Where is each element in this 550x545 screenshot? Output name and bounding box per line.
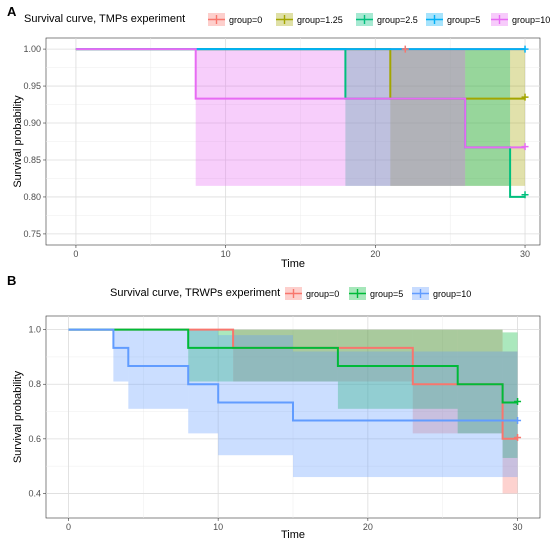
legend-key [349, 287, 366, 300]
panel-a-chart: Survival curve, TMPs experiment group=0 gr… [12, 13, 550, 270]
legend-label: group=5 [370, 289, 403, 299]
legend-key [285, 287, 302, 300]
censor-mark [521, 93, 529, 101]
legend-label: group=0 [306, 289, 339, 299]
legend-title: Survival curve, TRWPs experiment [110, 287, 280, 299]
y-tick-label: 0.85 [23, 155, 41, 165]
x-axis-title: Time [281, 529, 305, 541]
censor-mark [521, 191, 529, 199]
confidence-band [113, 329, 129, 382]
x-tick-label: 10 [221, 249, 231, 259]
confidence-band [233, 329, 293, 382]
confidence-band [457, 329, 503, 434]
y-tick-label: 0.90 [23, 118, 41, 128]
confidence-band [188, 329, 234, 382]
panel-a-letter: A [7, 4, 17, 19]
legend-key [276, 13, 293, 26]
censor-mark [514, 397, 522, 405]
confidence-band [390, 49, 526, 186]
confidence-band [293, 329, 338, 382]
censor-mark [521, 45, 529, 53]
confidence-band [502, 332, 518, 458]
y-tick-label: 0.6 [28, 434, 41, 444]
y-tick-label: 0.95 [23, 81, 41, 91]
legend-label: group=1.25 [297, 15, 343, 25]
legend-label: group=10 [512, 15, 550, 25]
censor-mark [514, 417, 522, 425]
confidence-band [293, 351, 518, 478]
y-tick-label: 0.80 [23, 192, 41, 202]
panel-b-letter: B [7, 273, 16, 288]
legend-title: Survival curve, TMPs experiment [24, 13, 185, 25]
censor-mark [401, 45, 409, 53]
y-tick-label: 1.00 [23, 44, 41, 54]
y-tick-label: 1.0 [28, 325, 41, 335]
legend-label: group=10 [433, 289, 471, 299]
legend-key [356, 13, 373, 26]
x-axis-title: Time [281, 258, 305, 270]
x-tick-label: 30 [513, 522, 523, 532]
x-tick-label: 10 [213, 522, 223, 532]
x-tick-label: 0 [73, 249, 78, 259]
confidence-band [293, 329, 413, 382]
confidence-band [233, 329, 293, 382]
confidence-band [502, 351, 518, 494]
y-axis-title: Survival probability [12, 95, 24, 188]
survival-step-line [68, 328, 518, 422]
x-tick-label: 30 [520, 249, 530, 259]
confidence-band [218, 335, 293, 456]
confidence-band [345, 49, 466, 186]
survival-step-line [68, 328, 518, 404]
confidence-band [188, 329, 219, 434]
x-tick-label: 20 [363, 522, 373, 532]
panel-b-chart: Survival curve, TRWPs experiment group=0 g… [12, 287, 541, 541]
confidence-band [128, 329, 189, 409]
x-tick-label: 20 [370, 249, 380, 259]
y-axis-title: Survival probability [12, 370, 24, 463]
survival-step-line [75, 48, 525, 149]
legend-key [426, 13, 443, 26]
y-tick-label: 0.8 [28, 379, 41, 389]
censor-mark [521, 143, 529, 151]
y-tick-label: 0.75 [23, 229, 41, 239]
y-tick-label: 0.4 [28, 488, 41, 498]
legend-key [412, 287, 429, 300]
legend-key [491, 13, 508, 26]
legend-label: group=2.5 [377, 15, 418, 25]
censor-mark [514, 433, 522, 441]
legend-key [208, 13, 225, 26]
confidence-band [465, 49, 511, 186]
x-tick-label: 0 [66, 522, 71, 532]
legend-label: group=5 [447, 15, 480, 25]
confidence-band [337, 329, 458, 409]
legend-label: group=0 [229, 15, 262, 25]
confidence-band [195, 49, 466, 186]
